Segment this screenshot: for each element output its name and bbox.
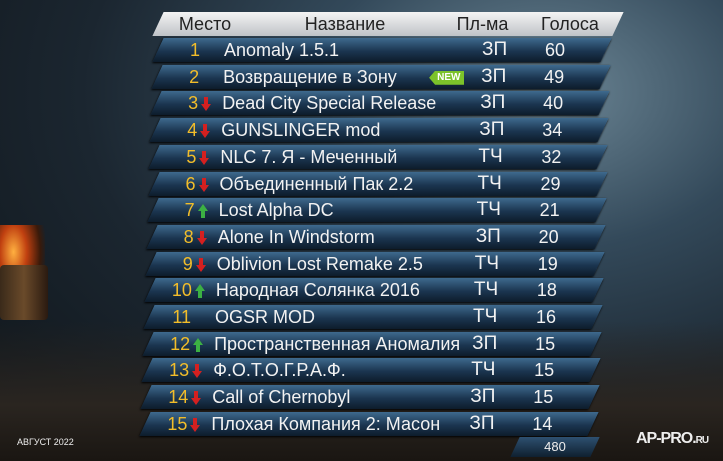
votes: 16: [535, 307, 557, 327]
header-rank: Место: [178, 14, 232, 34]
platform: ЗП: [470, 386, 496, 408]
votes: 40: [543, 93, 564, 114]
platform: ТЧ: [474, 252, 500, 274]
rank-number: 12: [170, 333, 191, 354]
mod-name: Dead City Special Release: [222, 93, 437, 114]
mod-name: Call of Chernobyl: [212, 387, 351, 408]
rank-number: 10: [171, 280, 192, 301]
trend-down-icon: [195, 257, 206, 272]
mod-name: Anomaly 1.5.1: [224, 40, 340, 60]
mod-name: Oblivion Lost Remake 2.5: [216, 253, 423, 274]
votes: 14: [532, 413, 553, 434]
ap-pro-logo: AP-PRO.RU: [636, 430, 709, 447]
rank-number: 1: [189, 40, 200, 60]
mod-name: Пространственная Аномалия: [214, 333, 461, 354]
trend-down-icon: [200, 124, 211, 139]
mod-name: Lost Alpha DC: [218, 200, 334, 221]
trend-up-icon: [197, 204, 208, 219]
platform: ТЧ: [473, 306, 498, 327]
platform: ТЧ: [476, 199, 501, 221]
mod-name: Объединенный Пак 2.2: [219, 173, 414, 194]
platform: ТЧ: [471, 359, 496, 381]
date-label: АВГУСТ 2022: [17, 437, 74, 447]
votes: 60: [544, 40, 566, 60]
barrel-image: [0, 265, 48, 320]
trend-down-icon: [190, 417, 201, 432]
votes: 29: [540, 173, 561, 194]
mod-name: NLC 7. Я - Меченный: [220, 146, 398, 167]
rank-number: 13: [169, 360, 190, 381]
platform: ЗП: [482, 39, 508, 60]
votes: 34: [542, 120, 563, 141]
rank-number: 6: [185, 173, 196, 194]
votes: 20: [538, 226, 559, 247]
mod-name: GUNSLINGER mod: [221, 120, 381, 141]
rank-number: 4: [187, 120, 198, 141]
trend-down-icon: [192, 364, 203, 379]
mod-name: Народная Солянка 2016: [215, 280, 420, 301]
header-name: Название: [304, 14, 386, 34]
votes: 21: [539, 200, 560, 221]
platform: ЗП: [472, 332, 498, 354]
platform: ТЧ: [477, 172, 502, 194]
platform: ЗП: [481, 65, 507, 87]
mod-name: Ф.О.Т.О.Г.Р.А.Ф.: [213, 360, 346, 381]
mod-name: Плохая Компания 2: Масон: [211, 413, 441, 434]
rank-number: 3: [188, 93, 199, 114]
trend-up-icon: [193, 337, 204, 352]
trend-down-icon: [198, 177, 209, 192]
mod-name: Возвращение в Зону: [223, 66, 397, 87]
platform: ТЧ: [473, 279, 499, 301]
platform: ЗП: [475, 225, 501, 247]
trend-down-icon: [191, 391, 202, 406]
votes: 18: [536, 280, 557, 301]
votes: 15: [535, 333, 556, 354]
rank-number: 7: [184, 200, 195, 221]
platform: ЗП: [469, 412, 495, 434]
rank-number: 5: [186, 146, 197, 167]
platform: ТЧ: [478, 145, 503, 167]
votes: 15: [533, 387, 554, 408]
rank-number: 11: [172, 307, 191, 327]
header-votes: Голоса: [541, 14, 599, 34]
rank-number: 9: [182, 253, 193, 274]
votes: 15: [534, 360, 555, 381]
rank-number: 14: [168, 387, 189, 408]
new-badge: NEW: [429, 70, 465, 85]
platform: ЗП: [480, 92, 506, 114]
total-votes: 480: [544, 439, 566, 454]
platform: ЗП: [479, 119, 505, 141]
header-platform: Пл-ма: [456, 14, 509, 34]
mod-name: OGSR MOD: [215, 307, 316, 327]
rank-number: 2: [189, 66, 200, 87]
votes: 32: [541, 146, 562, 167]
votes: 19: [537, 253, 558, 274]
rank-number: 15: [167, 413, 188, 434]
trend-up-icon: [194, 284, 205, 299]
rank-number: 8: [183, 226, 194, 247]
trend-down-icon: [201, 97, 212, 112]
trend-down-icon: [196, 230, 207, 245]
mod-name: Alone In Windstorm: [217, 226, 375, 247]
votes: 49: [544, 66, 565, 87]
trend-down-icon: [199, 150, 210, 165]
